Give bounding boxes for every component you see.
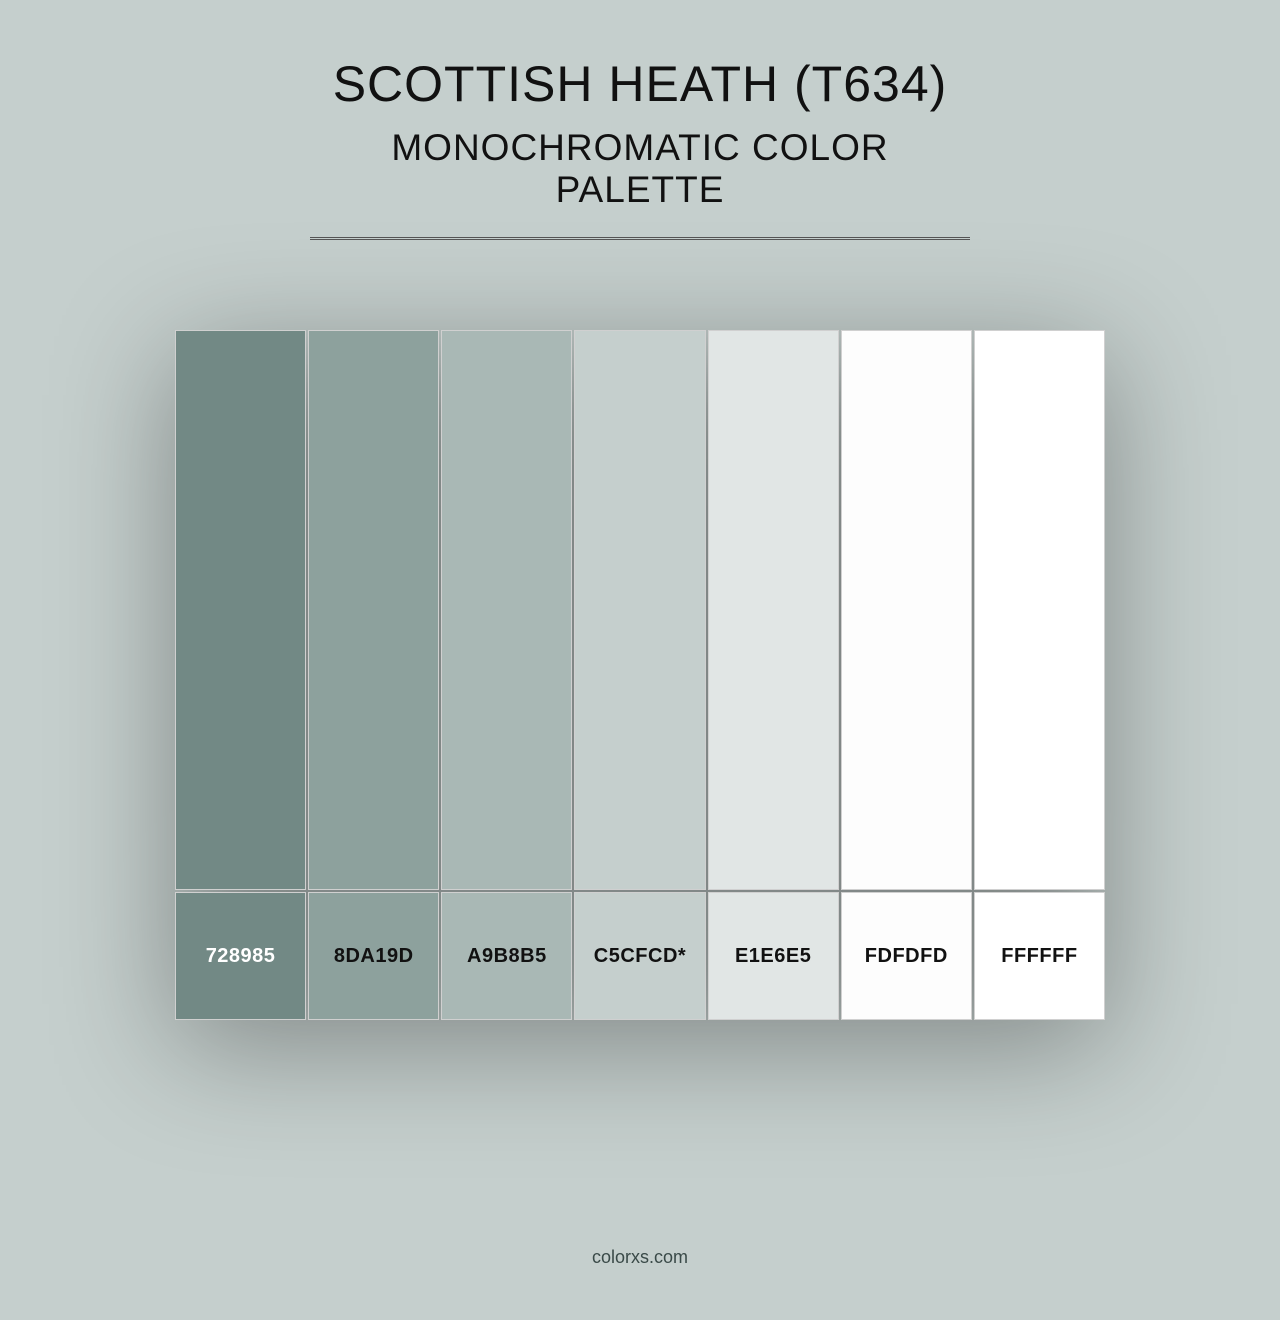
color-label: C5CFCD*	[574, 892, 705, 1020]
color-code: 8DA19D	[334, 945, 414, 968]
color-code: 728985	[206, 945, 276, 968]
color-label: 8DA19D	[308, 892, 439, 1020]
label-row: 728985 8DA19D A9B8B5 C5CFCD* E1E6E5 FDFDFD FFF…	[175, 892, 1105, 1020]
color-swatch	[974, 330, 1105, 890]
divider	[310, 237, 970, 240]
color-code: E1E6E5	[735, 945, 811, 968]
color-swatch	[574, 330, 705, 890]
color-swatch	[708, 330, 839, 890]
color-code: FFFFFF	[1001, 945, 1077, 968]
color-swatch	[841, 330, 972, 890]
color-label: E1E6E5	[708, 892, 839, 1020]
color-swatch	[308, 330, 439, 890]
palette: 728985 8DA19D A9B8B5 C5CFCD* E1E6E5 FDFDFD FFF…	[175, 330, 1105, 1020]
page-subtitle: MONOCHROMATIC COLOR PALETTE	[310, 127, 970, 211]
color-swatch	[441, 330, 572, 890]
swatch-row	[175, 330, 1105, 890]
color-code: A9B8B5	[467, 945, 547, 968]
color-swatch	[175, 330, 306, 890]
color-code: FDFDFD	[865, 945, 948, 968]
header: SCOTTISH HEATH (T634) MONOCHROMATIC COLO…	[310, 55, 970, 240]
color-code: C5CFCD*	[594, 945, 686, 968]
footer-credit: colorxs.com	[0, 1247, 1280, 1268]
page-title: SCOTTISH HEATH (T634)	[310, 55, 970, 113]
color-label: 728985	[175, 892, 306, 1020]
color-label: A9B8B5	[441, 892, 572, 1020]
page: SCOTTISH HEATH (T634) MONOCHROMATIC COLO…	[0, 0, 1280, 1320]
color-label: FDFDFD	[841, 892, 972, 1020]
color-label: FFFFFF	[974, 892, 1105, 1020]
